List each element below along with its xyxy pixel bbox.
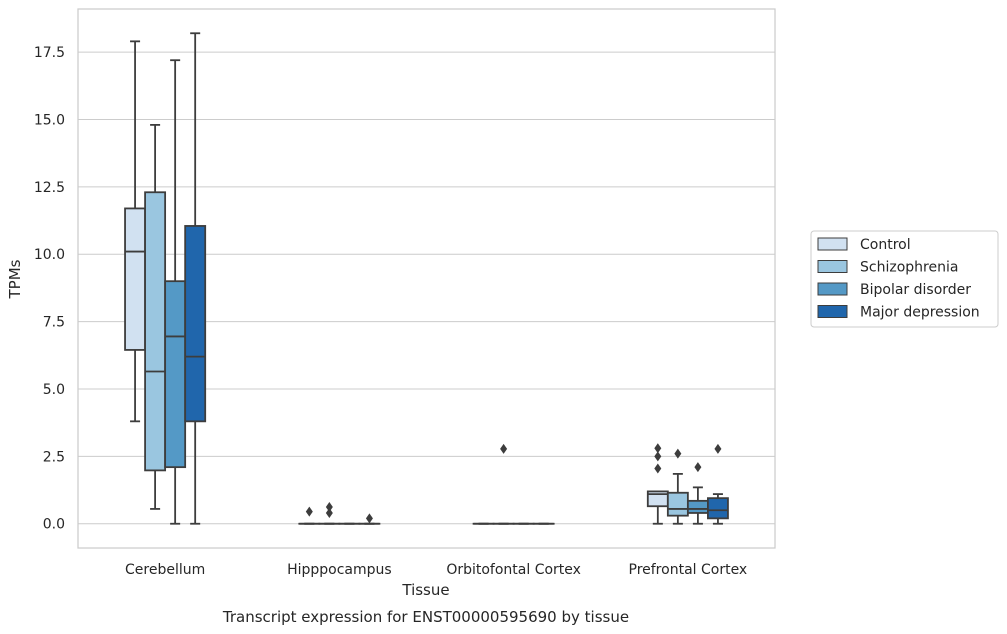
box-0-3 [184,32,207,525]
x-axis-label: Tissue [401,581,449,599]
outlier-point [654,451,662,462]
legend: Control Schizophrenia Bipolar disorder Majo… [810,230,999,328]
y-tick-label: 12.5 [34,180,65,196]
y-axis-label: TPMs [6,259,24,299]
outlier-point [654,463,662,474]
y-tick-label: 2.5 [43,449,65,465]
box-3-3 [707,443,729,525]
box-3-0 [646,443,669,525]
box-1-0 [298,506,321,525]
x-tick-label: Prefrontal Cortex [629,562,748,578]
y-tick-label: 7.5 [43,315,65,331]
box-1-3 [358,513,381,525]
outlier-point [694,462,702,473]
outlier-point [500,443,508,454]
box-body [666,491,689,517]
outlier-point [305,506,313,517]
box-body [124,207,146,351]
y-tick-labels: 0.0 2.5 5.0 7.5 10.0 12.5 15.0 17.5 [34,45,65,533]
legend-frame [810,230,999,328]
legend-swatch [817,305,848,318]
outlier-point [325,507,333,518]
box-2-1 [492,443,515,525]
legend-entry: Schizophrenia [860,260,958,276]
boxes [124,32,729,525]
legend-entry: Control [860,237,911,253]
box-0-1 [144,123,167,510]
box-0-0 [124,40,146,423]
box-body [144,191,167,472]
outlier-point [654,443,662,454]
y-tick-label: 15.0 [34,112,65,128]
outlier-point [714,443,722,454]
box-body [707,497,729,520]
outlier-point [365,513,373,524]
x-tick-label: Cerebellum [125,562,205,578]
chart-caption: Transcript expression for ENST0000059569… [222,608,629,626]
box-0-2 [164,59,187,525]
y-tick-label: 17.5 [34,45,65,61]
box-body [686,499,709,514]
plot-area [77,8,776,549]
box-body [184,225,207,423]
x-tick-label: Hipppocampus [287,562,392,578]
outlier-point [674,448,682,459]
legend-swatch [817,237,848,251]
legend-entry: Bipolar disorder [860,282,971,298]
box-body [164,280,187,469]
box-3-1 [666,448,689,525]
x-tick-labels: Cerebellum Hipppocampus Orbitofontal Corte… [125,562,747,578]
box-1-1 [318,502,341,525]
y-tick-label: 10.0 [34,247,65,263]
legend-entry: Major depression [860,305,980,321]
legend-swatch [817,260,848,273]
legend-swatch [817,282,848,296]
x-tick-label: Orbitofontal Cortex [446,562,581,578]
y-tick-label: 5.0 [43,382,65,398]
outlier-point [325,502,333,513]
y-tick-label: 0.0 [43,517,65,533]
box-3-2 [686,462,709,525]
